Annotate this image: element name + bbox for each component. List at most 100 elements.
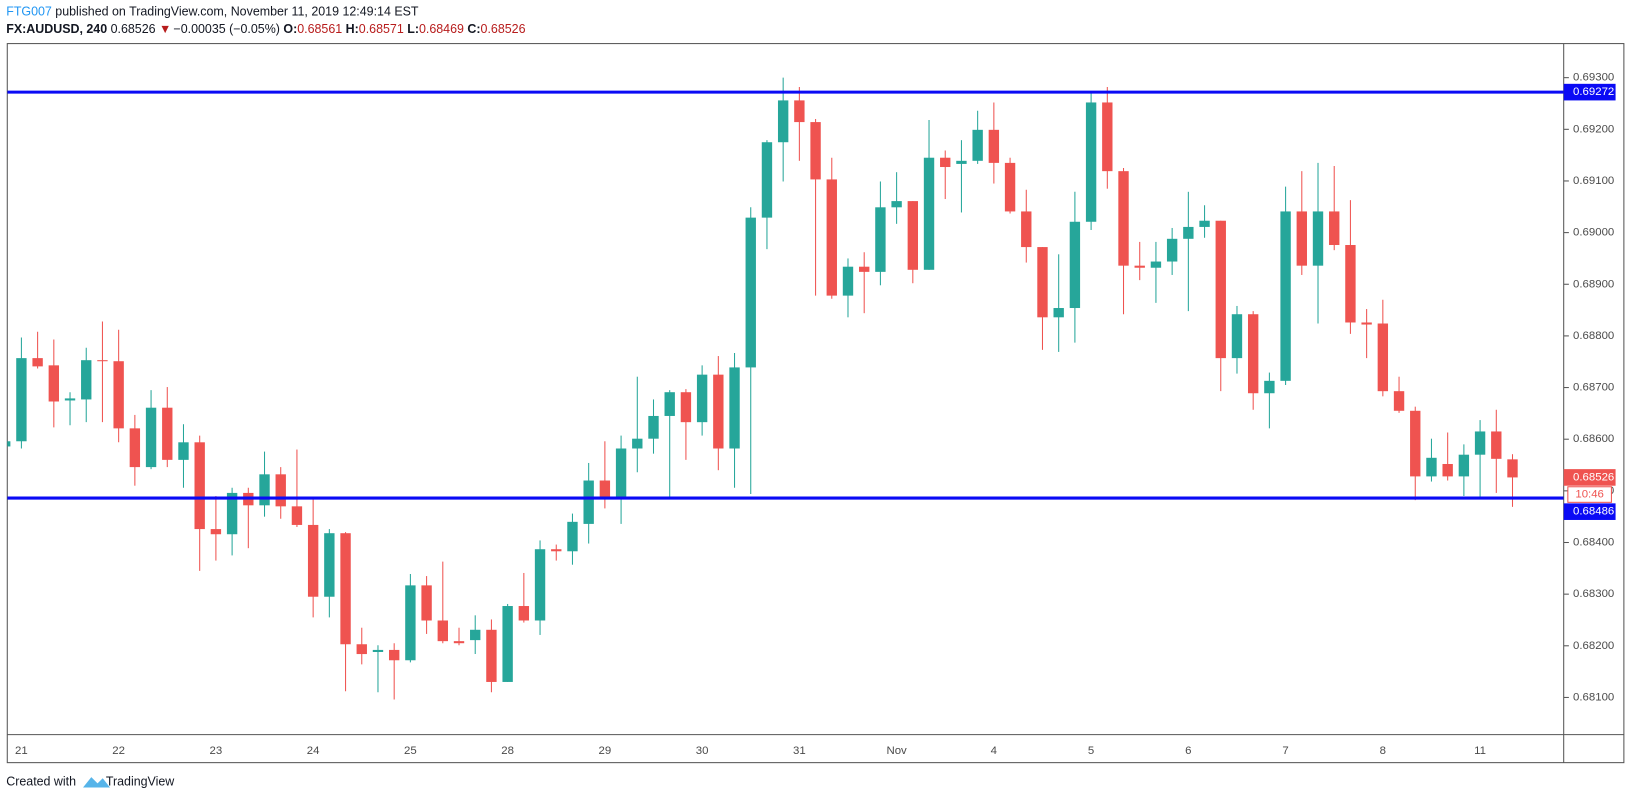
o-value: 0.68561 — [297, 22, 342, 36]
candle-body — [923, 157, 935, 270]
candle-body — [1021, 211, 1032, 248]
candle-body — [1442, 463, 1453, 477]
axes: 0.681000.682000.683000.684000.685000.686… — [15, 72, 1616, 757]
last-price-label: 0.68526 — [1573, 471, 1614, 483]
candle-body — [1507, 459, 1518, 478]
candle-body — [226, 492, 238, 535]
candle-body — [1458, 454, 1470, 477]
change: −0.00035 (−0.05%) — [173, 22, 279, 36]
candle-body — [1361, 322, 1372, 325]
header-line: FTG007 published on TradingView.com, Nov… — [6, 5, 419, 19]
y-tick-label: 0.69000 — [1573, 227, 1614, 239]
candle-body — [1393, 391, 1405, 411]
legend-line: FX:AUDUSD, 240 0.68526 ▼ −0.00035 (−0.05%… — [6, 22, 525, 36]
footer-brand[interactable]: TradingView — [106, 775, 175, 789]
x-tick-label: 29 — [599, 745, 612, 757]
o-label: O: — [283, 22, 297, 36]
candle-body — [307, 524, 319, 597]
candle-body — [1231, 314, 1243, 359]
y-tick-label: 0.69200 — [1573, 123, 1614, 135]
candle-body — [1215, 220, 1226, 359]
candle-body — [388, 649, 400, 661]
candle-body — [810, 122, 821, 180]
l-label: L: — [407, 22, 419, 36]
candle-body — [713, 374, 724, 449]
candle-body — [421, 585, 432, 621]
candle-body — [599, 480, 611, 499]
candle-body — [275, 474, 286, 507]
candle-body — [826, 179, 837, 296]
candle-body — [470, 629, 481, 641]
c-label: C: — [467, 22, 480, 36]
candle-body — [453, 641, 465, 644]
candle-body — [1247, 314, 1259, 394]
candle-body — [372, 649, 384, 652]
candle-body — [502, 606, 513, 682]
x-tick-label: 5 — [1088, 745, 1094, 757]
candle-body — [1312, 211, 1324, 266]
candle-body — [113, 361, 124, 429]
candle-body — [680, 392, 692, 423]
candle-body — [648, 415, 659, 439]
x-tick-label: 6 — [1185, 745, 1191, 757]
chart-frame — [6, 43, 1625, 764]
brand-logo — [83, 777, 110, 788]
candle-body — [956, 160, 967, 164]
x-tick-label: 8 — [1380, 745, 1386, 757]
candle-body — [16, 358, 27, 442]
x-tick-label: 30 — [696, 745, 709, 757]
candle-body — [551, 549, 562, 552]
y-tick-label: 0.68400 — [1573, 537, 1614, 549]
candle-body — [972, 129, 983, 161]
y-tick-label: 0.68100 — [1573, 691, 1614, 703]
candle-body — [32, 358, 43, 367]
candle-body — [356, 644, 367, 655]
y-tick-label: 0.68300 — [1573, 588, 1614, 600]
last-price-box — [1563, 469, 1616, 486]
candle-body — [1183, 226, 1194, 239]
candle-body — [583, 480, 594, 524]
footer-created: Created with — [6, 775, 76, 789]
candle-body — [437, 620, 448, 642]
published: published on TradingView.com, November 1… — [52, 5, 419, 19]
candle-body — [178, 442, 189, 460]
y-tick-label: 0.69300 — [1573, 72, 1614, 84]
h-value: 0.68571 — [359, 22, 404, 36]
candle-body — [1102, 102, 1113, 172]
candle-body — [1134, 265, 1145, 268]
candle-body — [1004, 162, 1016, 212]
candle-body — [210, 529, 222, 535]
candle-body — [97, 360, 108, 362]
candle-body — [486, 629, 497, 682]
candle-body — [664, 392, 675, 416]
candle-body — [1264, 380, 1275, 394]
candle-body — [632, 438, 643, 449]
candle-body — [259, 474, 270, 506]
symbol: FX:AUDUSD, 240 — [6, 22, 107, 36]
candle-body — [7, 441, 11, 447]
candle-body — [988, 129, 1000, 163]
x-tick-label: Nov — [886, 745, 907, 757]
candle-body — [1491, 431, 1502, 459]
y-tick-label: 0.68200 — [1573, 640, 1614, 652]
c-value: 0.68526 — [481, 22, 526, 36]
countdown-label: 10:46 — [1575, 489, 1604, 501]
candle-body — [842, 266, 854, 296]
candle-body — [518, 606, 530, 621]
line-price-label: 0.69272 — [1573, 86, 1614, 98]
y-tick-label: 0.68600 — [1573, 433, 1614, 445]
x-tick-label: 31 — [793, 745, 806, 757]
y-tick-label: 0.68900 — [1573, 278, 1614, 290]
x-tick-label: 22 — [112, 745, 125, 757]
author[interactable]: FTG007 — [6, 5, 52, 19]
x-tick-label: 25 — [404, 745, 417, 757]
candle-body — [1166, 238, 1178, 262]
candle-body — [1053, 308, 1064, 318]
line-price-box — [1563, 503, 1616, 520]
y-tick-label: 0.68700 — [1573, 382, 1614, 394]
candle-body — [907, 201, 919, 270]
y-tick-label: 0.69100 — [1573, 175, 1614, 187]
candle-body — [1296, 211, 1307, 266]
